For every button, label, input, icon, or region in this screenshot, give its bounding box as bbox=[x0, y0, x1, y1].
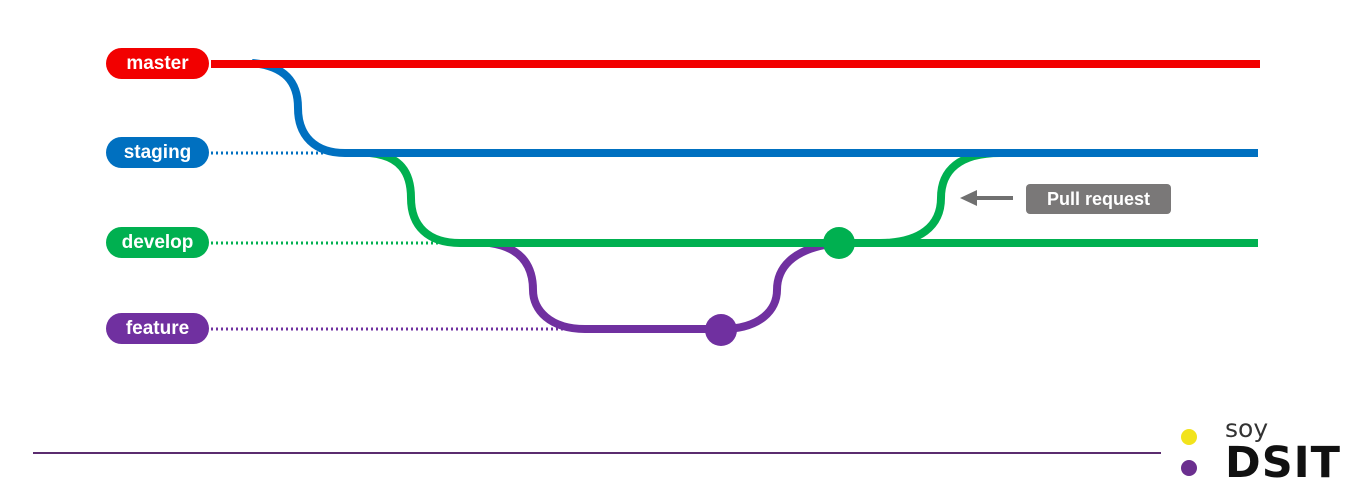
logo-purple-dot-icon bbox=[1181, 460, 1197, 476]
logo-yellow-dot-icon bbox=[1181, 429, 1197, 445]
logo-brand-text: DSIT bbox=[1225, 438, 1341, 488]
feature-commit-node bbox=[705, 314, 737, 346]
staging-branch-line bbox=[252, 63, 1258, 153]
pull-request-arrow-head bbox=[960, 190, 977, 206]
develop-branch-label: develop bbox=[106, 227, 209, 258]
pull-request-label: Pull request bbox=[1026, 184, 1171, 214]
develop-merge-node bbox=[823, 227, 855, 259]
feature-branch-label: feature bbox=[106, 313, 209, 344]
staging-branch-label: staging bbox=[106, 137, 209, 168]
feature-branch-line bbox=[490, 243, 838, 329]
master-branch-label: master bbox=[106, 48, 209, 79]
footer-divider bbox=[33, 452, 1161, 454]
brand-logo: soy DSIT bbox=[1176, 414, 1336, 494]
